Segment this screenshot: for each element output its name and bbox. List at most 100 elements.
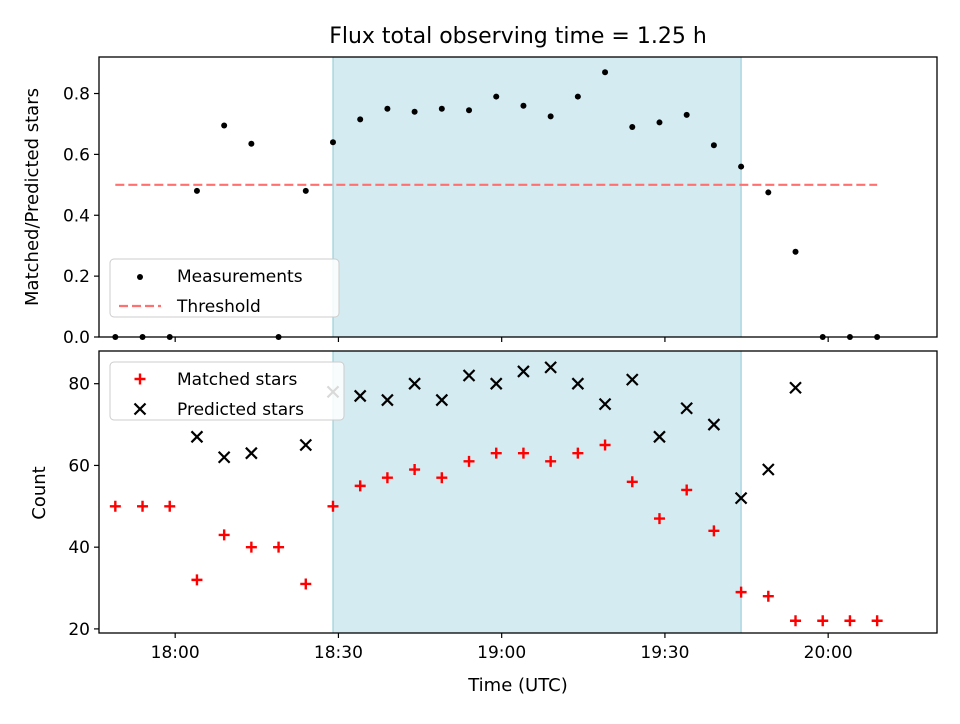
- top-measurements-point: [384, 105, 391, 112]
- bottom-predicted-stars-point: [680, 401, 693, 415]
- bottom-predicted-stars-point: [435, 393, 449, 407]
- top-measurements-point: [329, 139, 336, 146]
- top-measurements-point: [411, 108, 418, 115]
- bottom-matched-stars-point: [790, 615, 802, 627]
- bottom-legend-predicted-stars-label: Predicted stars: [177, 400, 304, 420]
- bottom-y-tick-label: 80: [68, 375, 90, 395]
- bottom-predicted-stars-point: [734, 491, 748, 505]
- bottom-y-axis-label: Count: [29, 466, 50, 519]
- top-measurements-point: [574, 93, 581, 100]
- bottom-predicted-stars-point: [299, 438, 313, 452]
- bottom-matched-stars-point: [436, 472, 448, 484]
- bottom-matched-stars-point: [572, 447, 584, 459]
- top-legend-box: [109, 258, 340, 318]
- bottom-predicted-stars-point: [789, 381, 802, 395]
- bottom-legend-box: [109, 361, 345, 421]
- bottom-predicted-stars-point: [598, 397, 612, 411]
- top-measurements-point: [357, 116, 364, 123]
- top-measurements-point: [547, 113, 554, 120]
- bottom-predicted-stars-point: [653, 430, 666, 444]
- top-measurements-point: [656, 119, 663, 126]
- bottom-predicted-stars-point: [408, 377, 421, 390]
- top-legend-threshold-label: Threshold: [176, 297, 261, 317]
- bottom-matched-stars-point: [762, 590, 774, 602]
- bottom-matched-stars-point: [735, 586, 747, 598]
- x-tick-label: 20:00: [804, 643, 853, 663]
- bottom-predicted-stars-point: [217, 450, 231, 464]
- bottom-matched-stars-point: [490, 447, 502, 459]
- bottom-predicted-stars-point: [707, 418, 721, 431]
- bottom-matched-stars-point: [626, 476, 638, 488]
- bottom-matched-stars-point: [327, 500, 339, 512]
- top-measurements-point: [738, 163, 745, 170]
- top-y-tick-label: 0.0: [63, 328, 90, 348]
- bottom-matched-stars-point: [653, 513, 665, 525]
- bottom-predicted-stars-point: [517, 365, 530, 378]
- top-measurements-point: [520, 102, 527, 109]
- top-y-tick-label: 0.6: [63, 145, 90, 165]
- top-panel: 0.0 0.2 0.4 0.6 0.8 Measurements Threshold: [63, 56, 938, 348]
- x-tick-label: 19:00: [477, 643, 526, 663]
- top-legend-measurements-marker: [137, 274, 143, 280]
- bottom-matched-stars-point: [599, 439, 611, 451]
- top-measurements-point: [466, 107, 473, 114]
- bottom-matched-stars-point: [300, 578, 312, 590]
- top-y-tick-label: 0.4: [63, 206, 90, 226]
- bottom-predicted-stars-point: [462, 369, 476, 382]
- top-y-tick-label: 0.2: [63, 267, 90, 287]
- bottom-legend-matched-stars-marker: [134, 373, 146, 385]
- bottom-matched-stars-point: [817, 615, 829, 627]
- bottom-matched-stars-point: [381, 472, 393, 484]
- top-measurements-point: [221, 122, 228, 129]
- bottom-matched-stars-point: [218, 529, 230, 541]
- bottom-predicted-stars-point: [762, 463, 775, 476]
- top-measurements-point: [438, 105, 445, 112]
- top-measurements-point: [710, 142, 717, 149]
- top-y-tick-label: 0.8: [63, 85, 90, 105]
- bottom-matched-stars-point: [708, 525, 720, 537]
- bottom-predicted-stars-point: [544, 361, 557, 374]
- top-axes-frame: [98, 56, 938, 338]
- top-highlight-span: [332, 57, 742, 337]
- bottom-y-tick-label: 40: [68, 538, 90, 558]
- bottom-panel: 20 40 60 80 18:00 18:30 19:00 19:30 20:00 Matched…: [68, 350, 938, 663]
- top-legend-measurements-label: Measurements: [177, 267, 303, 287]
- top-measurements-point: [248, 140, 255, 147]
- bottom-matched-stars-point: [844, 615, 856, 627]
- bottom-predicted-stars-point: [381, 393, 394, 407]
- x-tick-label: 18:30: [314, 643, 363, 663]
- top-measurements-point: [193, 187, 200, 194]
- bottom-predicted-stars-point: [571, 377, 585, 390]
- bottom-matched-stars-point: [681, 484, 693, 496]
- bottom-predicted-stars-point: [190, 430, 204, 444]
- bottom-matched-stars-point: [354, 480, 366, 492]
- top-y-axis-label: Matched/Predicted stars: [22, 88, 43, 306]
- bottom-axes-frame: [98, 350, 938, 634]
- bottom-matched-stars-point: [109, 500, 121, 512]
- bottom-predicted-stars-point: [625, 373, 639, 386]
- bottom-predicted-stars-point: [353, 389, 367, 403]
- x-tick-label: 19:30: [640, 643, 689, 663]
- top-measurements-point: [792, 248, 799, 255]
- top-measurements-point: [493, 93, 500, 100]
- bottom-legend-matched-stars-label: Matched stars: [177, 370, 297, 390]
- x-axis-label: Time (UTC): [467, 675, 568, 696]
- chart-title: Flux total observing time = 1.25 h: [329, 24, 707, 49]
- bottom-matched-stars-point: [871, 615, 883, 627]
- top-measurements-point: [602, 69, 609, 76]
- bottom-matched-stars-point: [463, 455, 475, 467]
- bottom-y-tick-label: 20: [68, 620, 90, 640]
- bottom-predicted-stars-point: [245, 446, 258, 460]
- top-measurements-point: [765, 189, 772, 196]
- bottom-predicted-stars-point: [489, 377, 503, 390]
- top-measurements-point: [302, 187, 309, 194]
- bottom-y-tick-label: 60: [68, 456, 90, 476]
- bottom-legend-predicted-stars-marker: [133, 402, 147, 416]
- bottom-matched-stars-point: [245, 541, 257, 553]
- top-measurements-point: [629, 124, 636, 130]
- bottom-matched-stars-point: [409, 464, 421, 476]
- x-tick-label: 18:00: [151, 643, 200, 663]
- bottom-matched-stars-point: [137, 500, 149, 512]
- bottom-matched-stars-point: [191, 574, 203, 586]
